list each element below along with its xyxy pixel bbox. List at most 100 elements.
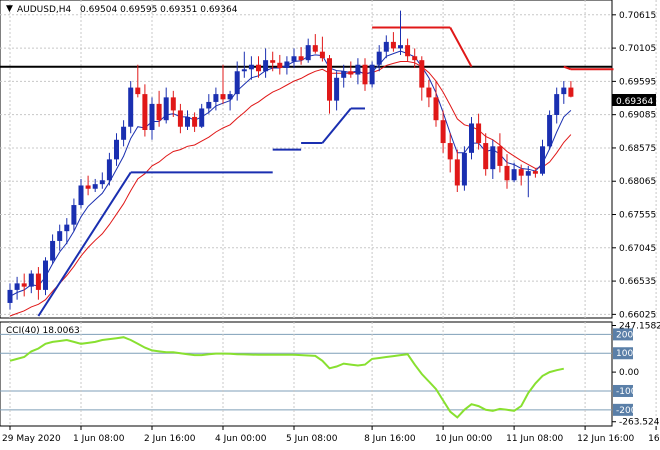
bull-candle (121, 126, 127, 140)
bear-candle (433, 97, 439, 121)
bear-candle (419, 60, 425, 88)
cci-line (9, 336, 565, 419)
bear-candle (298, 56, 304, 61)
bear-candle (319, 51, 325, 59)
bull-candle (71, 205, 77, 225)
bull-candle (206, 101, 212, 109)
price-tick-label: 0.68575 (619, 144, 656, 154)
x-tick-label: 2 Jun 16:00 (144, 434, 196, 444)
bull-candle (383, 41, 389, 52)
x-tick-label: 10 Jun 00:00 (435, 434, 492, 444)
cci-indicator-label: CCI(40) 18.0063 (6, 326, 80, 336)
x-tick-label: 4 Jun 00:00 (215, 434, 267, 444)
bull-candle (369, 64, 375, 85)
cci-tick-label: 247.1582 (619, 322, 660, 332)
stop-line-segment (37, 171, 132, 317)
price-tick-label: 0.70615 (619, 11, 656, 21)
bear-candle (220, 94, 226, 100)
bull-candle (7, 289, 13, 303)
resistance-line (372, 26, 614, 71)
cci-level-badge (613, 403, 633, 416)
bear-candle (483, 143, 489, 170)
bull-candle (547, 114, 553, 147)
current-price-tag-text: 0.69364 (616, 97, 653, 107)
bull-candle (398, 45, 403, 49)
bear-candle (532, 171, 538, 174)
bull-candle (540, 146, 545, 174)
bear-candle (362, 64, 368, 85)
bear-candle (440, 120, 446, 144)
bull-candle (291, 56, 297, 62)
bull-candle (461, 152, 467, 186)
bear-candle (312, 45, 318, 52)
price-tick-label: 0.68065 (619, 177, 656, 187)
bear-candle (447, 143, 453, 160)
price-tick-label: 0.69085 (619, 111, 656, 121)
cci-level-badge (613, 384, 633, 397)
bear-candle (426, 87, 432, 98)
stop-line-segment (321, 107, 352, 144)
bull-candle (525, 171, 531, 176)
bull-candle (149, 103, 155, 130)
bear-candle (21, 283, 27, 287)
bull-candle (227, 94, 233, 100)
cci-level-badge (613, 328, 633, 341)
bull-candle (561, 87, 567, 95)
cci-series-line (9, 336, 565, 419)
cci-tick-label: 0.00 (619, 368, 639, 378)
bull-candle (14, 283, 20, 290)
bull-candle (341, 71, 347, 78)
bear-candle (270, 60, 276, 63)
bull-candle (469, 123, 474, 153)
cci-tick-label: 100 (616, 349, 633, 359)
bear-candle (170, 97, 176, 111)
bear-candle (454, 159, 460, 186)
resistance-line-segment (449, 27, 473, 68)
stop-line (37, 107, 365, 317)
bull-candle (185, 116, 190, 127)
bull-candle (199, 108, 205, 127)
bear-candle (177, 110, 183, 127)
bull-candle (163, 97, 169, 121)
bull-candle (106, 159, 112, 181)
resistance-line-segment (563, 65, 572, 71)
bull-candle (334, 77, 340, 101)
price-tick-label: 0.66025 (619, 310, 656, 320)
bull-candle (305, 45, 311, 61)
x-tick-label: 8 Jun 16:00 (364, 434, 416, 444)
price-tick-label: 0.70105 (619, 44, 656, 54)
bear-candle (142, 94, 148, 130)
bear-candle (504, 165, 510, 181)
bull-candle (554, 94, 560, 115)
bear-candle (85, 185, 91, 189)
bear-candle (277, 62, 283, 68)
bull-candle (43, 260, 48, 290)
x-tick-label: 29 May 2020 (2, 434, 61, 444)
bull-candle (241, 69, 247, 72)
x-tick-label: 5 Jun 08:00 (286, 434, 338, 444)
bull-candle (128, 87, 134, 127)
bear-candle (135, 87, 141, 95)
symbol-dropdown-icon[interactable]: ▼ (6, 4, 13, 14)
bull-candle (284, 61, 290, 68)
x-tick-label: 12 Jun 16:00 (577, 434, 634, 444)
current-price-tag (612, 94, 656, 106)
bear-candle (35, 273, 41, 290)
bull-candle (78, 185, 84, 206)
bull-candle (263, 60, 269, 72)
x-tick-label: 11 Jun 08:00 (506, 434, 563, 444)
bull-candle (234, 71, 240, 95)
bull-candle (213, 94, 219, 102)
cci-tick-label: -200 (616, 406, 637, 416)
x-tick-label: 16 Jun 00:00 (648, 434, 660, 444)
bull-candle (355, 64, 361, 75)
cci-tick-label: 200 (616, 330, 633, 340)
bull-candle (50, 240, 56, 261)
bear-candle (568, 87, 574, 97)
bull-candle (92, 184, 98, 189)
bull-candle (64, 224, 70, 232)
bear-candle (192, 116, 198, 127)
bear-candle (348, 71, 354, 75)
